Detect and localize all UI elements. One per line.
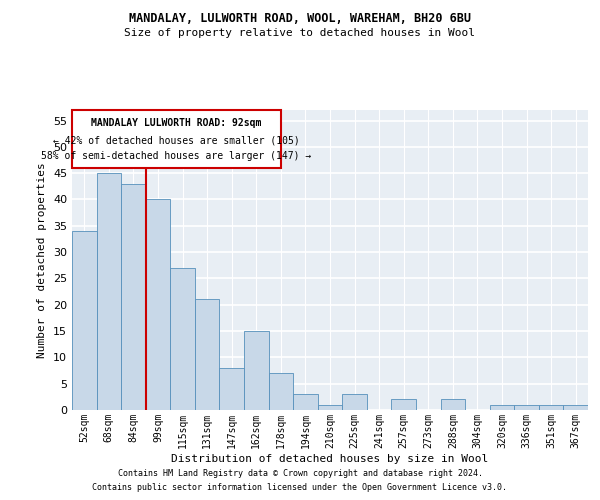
Text: 58% of semi-detached houses are larger (147) →: 58% of semi-detached houses are larger (… <box>41 151 311 161</box>
Bar <box>146 200 170 410</box>
Y-axis label: Number of detached properties: Number of detached properties <box>37 162 47 358</box>
Text: MANDALAY LULWORTH ROAD: 92sqm: MANDALAY LULWORTH ROAD: 92sqm <box>91 118 262 128</box>
Bar <box>97 173 121 410</box>
Bar <box>195 300 220 410</box>
Bar <box>170 268 195 410</box>
Text: Contains HM Land Registry data © Crown copyright and database right 2024.: Contains HM Land Registry data © Crown c… <box>118 468 482 477</box>
Bar <box>318 404 342 410</box>
Text: MANDALAY, LULWORTH ROAD, WOOL, WAREHAM, BH20 6BU: MANDALAY, LULWORTH ROAD, WOOL, WAREHAM, … <box>129 12 471 26</box>
Bar <box>293 394 318 410</box>
Bar <box>539 404 563 410</box>
Bar <box>244 331 269 410</box>
Bar <box>220 368 244 410</box>
FancyBboxPatch shape <box>72 110 281 168</box>
Bar <box>563 404 588 410</box>
Text: ← 42% of detached houses are smaller (105): ← 42% of detached houses are smaller (10… <box>53 136 300 145</box>
Text: Size of property relative to detached houses in Wool: Size of property relative to detached ho… <box>125 28 476 38</box>
Bar <box>391 400 416 410</box>
Bar <box>269 373 293 410</box>
Bar <box>490 404 514 410</box>
Bar <box>514 404 539 410</box>
Bar <box>342 394 367 410</box>
Bar <box>72 231 97 410</box>
Bar <box>121 184 146 410</box>
X-axis label: Distribution of detached houses by size in Wool: Distribution of detached houses by size … <box>172 454 488 464</box>
Text: Contains public sector information licensed under the Open Government Licence v3: Contains public sector information licen… <box>92 484 508 492</box>
Bar <box>440 400 465 410</box>
